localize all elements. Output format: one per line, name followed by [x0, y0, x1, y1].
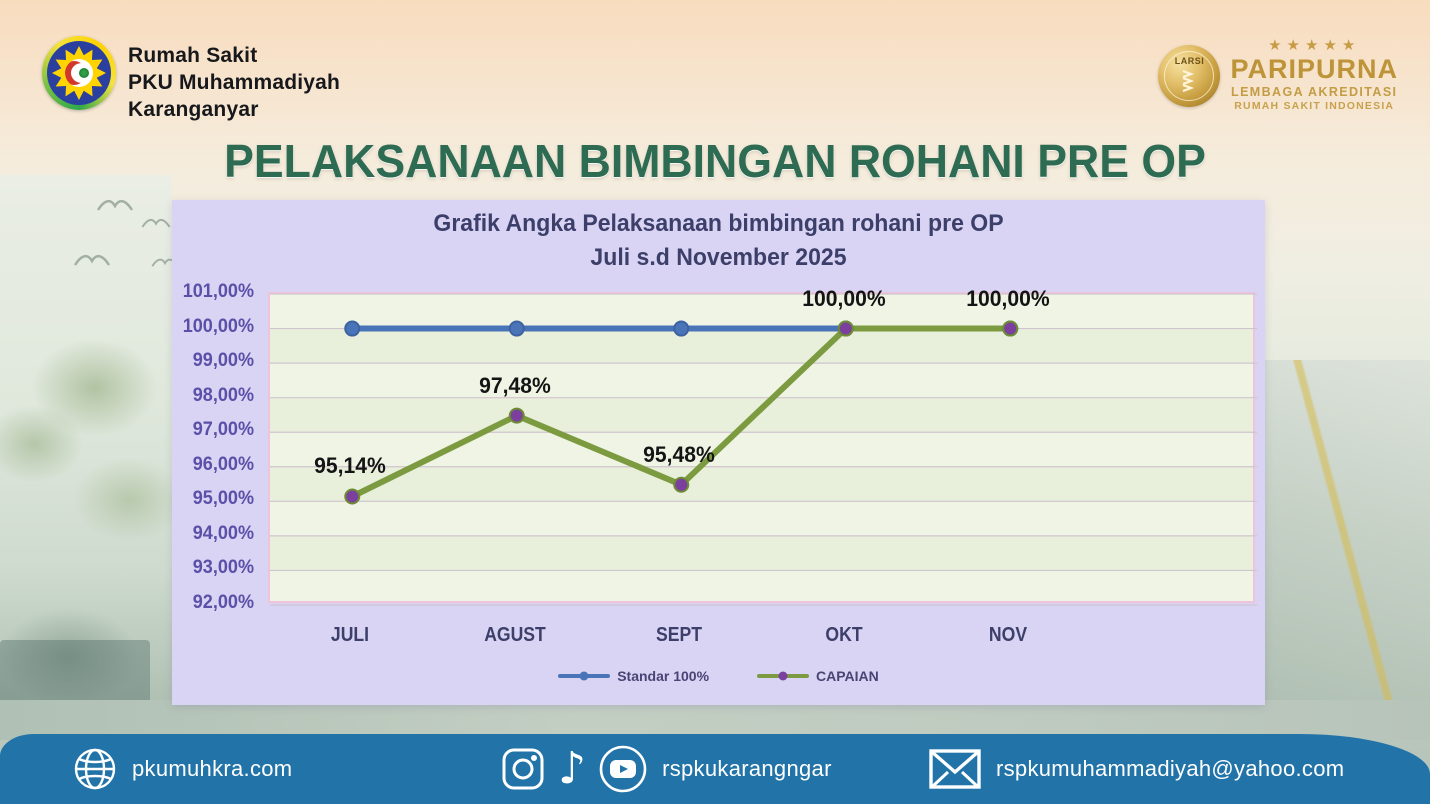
accreditation-badge: LARSI ★★★★★ PARIPURNA LEMBAGA AKREDITASI…	[1158, 38, 1398, 113]
line-chart	[270, 293, 1257, 606]
chart-title-line1: Grafik Angka Pelaksanaan bimbingan rohan…	[433, 210, 1004, 237]
legend-item-capaian: CAPAIAN	[757, 668, 879, 684]
y-tick-label: 95,00%	[192, 488, 254, 510]
crescent-icon	[65, 59, 93, 87]
website-text: pkumuhkra.com	[132, 756, 293, 781]
y-tick-label: 94,00%	[192, 522, 254, 544]
accreditation-subtitle1: LEMBAGA AKREDITASI	[1231, 85, 1398, 99]
x-category-label: AGUST	[483, 624, 546, 646]
hospital-name-line1: Rumah Sakit	[128, 44, 258, 67]
legend-swatch-standar	[558, 671, 611, 681]
y-tick-label: 100,00%	[182, 315, 254, 337]
bird-icon	[73, 255, 111, 266]
y-tick-label: 99,00%	[192, 350, 254, 372]
background-photo-right	[1265, 360, 1430, 735]
page-title: PELAKSANAAN BIMBINGAN ROHANI PRE OP	[224, 135, 1206, 187]
plot-area	[268, 292, 1257, 606]
footer-bar: pkumuhkra.com ♪ rspkukarangngar	[0, 734, 1430, 804]
email-item: rspkumuhammadiyah@yahoo.com	[928, 748, 1344, 790]
accreditation-subtitle2: RUMAH SAKIT INDONESIA	[1234, 100, 1395, 112]
background-photo-bottom	[0, 700, 1430, 740]
youtube-icon	[599, 745, 647, 793]
y-tick-label: 93,00%	[192, 557, 254, 579]
accreditation-title: PARIPURNA	[1230, 54, 1398, 84]
sun-rays-icon	[52, 46, 106, 100]
social-handle-text: rspkukarangngar	[662, 756, 832, 781]
y-axis-ticks: 101,00% 100,00% 99,00% 98,00% 97,00% 96,00% 95…	[172, 281, 260, 613]
hospital-name-line3: Karanganyar	[128, 98, 259, 121]
email-text: rspkumuhammadiyah@yahoo.com	[996, 756, 1345, 781]
email-icon	[929, 749, 981, 789]
x-category-label: OKT	[825, 624, 863, 646]
tiktok-icon: ♪	[558, 743, 587, 794]
background-photo-left	[0, 175, 172, 735]
legend-label-standar: Standar 100%	[617, 668, 710, 684]
x-category-label: SEPT	[656, 624, 703, 646]
social-item: ♪ rspkukarangngar	[500, 744, 832, 794]
globe-icon	[74, 748, 116, 790]
chart-panel: Grafik Angka Pelaksanaan bimbingan rohan…	[172, 200, 1265, 705]
chart-legend: Standar 100% CAPAIAN	[172, 668, 1265, 684]
x-category-label: JULI	[331, 624, 370, 646]
legend-swatch-capaian	[757, 671, 810, 681]
x-axis-labels: JULI AGUST SEPT OKT NOV	[268, 624, 1255, 654]
y-tick-label: 97,00%	[192, 419, 254, 441]
logo-inner-disc	[47, 41, 111, 105]
y-tick-label: 96,00%	[192, 453, 254, 475]
instagram-icon	[502, 748, 544, 790]
y-tick-label: 101,00%	[182, 281, 254, 302]
website-item: pkumuhkra.com	[72, 746, 292, 792]
chart-title-line2: Juli s.d November 2025	[590, 244, 847, 271]
legend-item-standar: Standar 100%	[558, 668, 709, 684]
y-tick-label: 92,00%	[192, 592, 254, 613]
five-stars-icon: ★★★★★	[1268, 37, 1361, 54]
larsi-medal-icon: LARSI	[1158, 44, 1221, 107]
y-tick-label: 98,00%	[192, 384, 254, 406]
bird-icon	[96, 200, 134, 211]
hospital-name: Rumah Sakit PKU Muhammadiyah Karanganyar	[128, 42, 340, 123]
hospital-name-line2: PKU Muhammadiyah	[128, 71, 341, 94]
muhammadiyah-logo	[42, 36, 116, 110]
legend-label-capaian: CAPAIAN	[816, 668, 879, 684]
bird-icon	[141, 219, 171, 228]
x-category-label: NOV	[989, 624, 1028, 646]
